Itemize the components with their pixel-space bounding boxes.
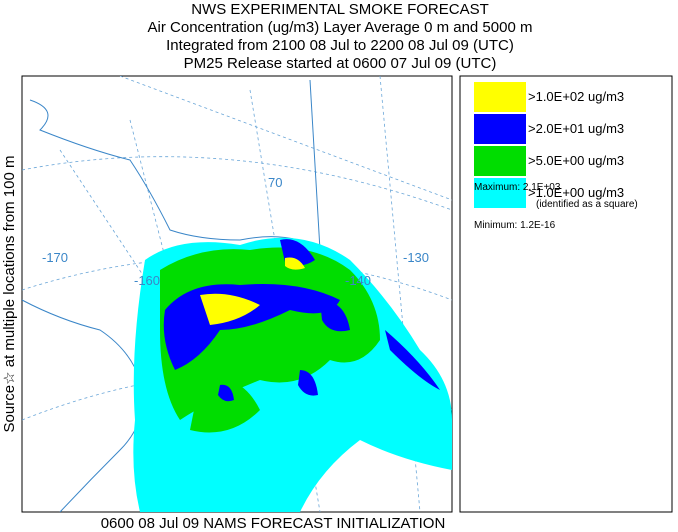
legend-label: >1.0E+00 ug/m3	[528, 185, 624, 200]
smoke-area	[320, 300, 350, 332]
subtitle: Air Concentration (ug/m3) Layer Average …	[148, 19, 533, 36]
minimum: Minimum: 1.2E-16	[474, 220, 556, 231]
subtitle: Integrated from 2100 08 Jul to 2200 08 J…	[166, 37, 514, 54]
smoke-area	[190, 378, 260, 433]
maximum: Maximum: 2.1E+03	[474, 182, 561, 193]
source-note: Source☆ at multiple locations from 100 m	[1, 156, 18, 433]
legend: >1.0E+02 ug/m3 >2.0E+01 ug/m3 >5.0E+00 ug/…	[474, 82, 624, 208]
subtitle: PM25 Release started at 0600 07 Jul 09 (…	[184, 55, 497, 72]
map: -170 -160 -140 -130 70	[22, 76, 452, 512]
title: NWS EXPERIMENTAL SMOKE FORECAST	[191, 1, 489, 18]
footer: 0600 08 Jul 09 NAMS FORECAST INITIALIZAT…	[101, 515, 446, 532]
maximum-note: (identified as a square)	[536, 199, 638, 210]
map-label: -160	[134, 273, 160, 288]
legend-label: >5.0E+00 ug/m3	[528, 153, 624, 168]
smoke-area	[218, 384, 234, 402]
legend-swatch	[474, 114, 526, 144]
smoke-area	[200, 293, 260, 325]
smoke-area	[298, 370, 318, 396]
map-label: -130	[403, 250, 429, 265]
legend-swatch	[474, 82, 526, 112]
legend-label: >1.0E+02 ug/m3	[528, 89, 624, 104]
legend-label: >2.0E+01 ug/m3	[528, 121, 624, 136]
smoke-area	[285, 257, 305, 270]
map-label: 70	[268, 175, 282, 190]
map-label: -170	[42, 250, 68, 265]
smoke-area	[385, 330, 440, 390]
legend-swatch	[474, 146, 526, 176]
map-label: -140	[345, 273, 371, 288]
legend-swatch	[474, 178, 526, 208]
